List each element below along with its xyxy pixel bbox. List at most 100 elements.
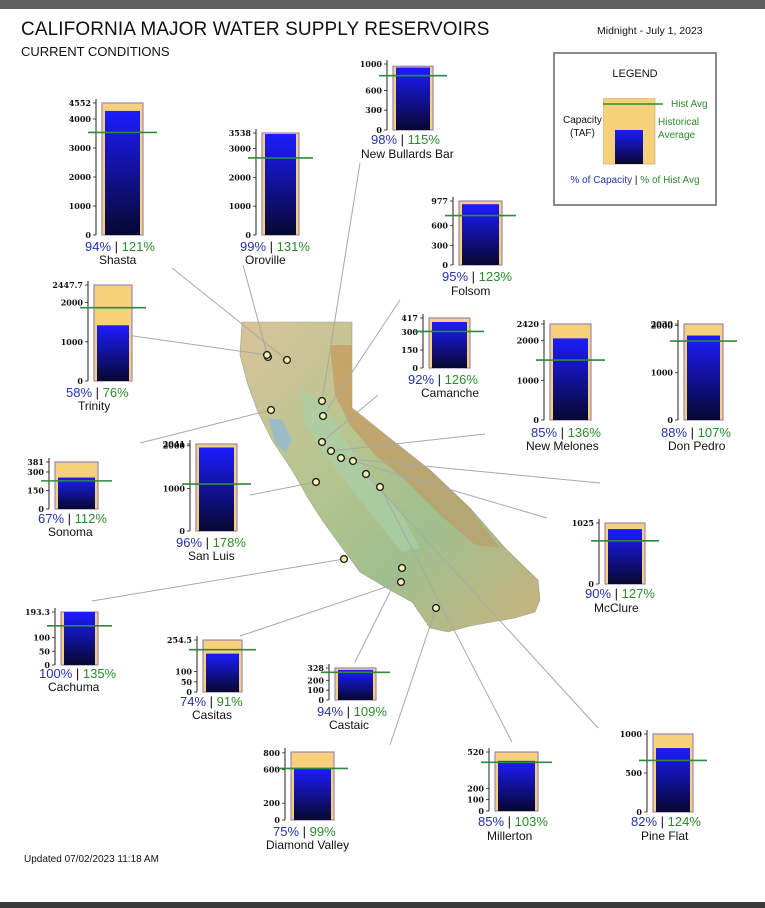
storage-bar-pine-flat xyxy=(656,748,690,812)
y-tick-label-millerton: 520 xyxy=(467,747,484,757)
sierra-region xyxy=(330,345,500,548)
percent-label-don-pedro: 88% | 107% xyxy=(661,425,731,440)
reservoir-name-folsom: Folsom xyxy=(451,284,490,298)
y-tick-label-cachuma: 100 xyxy=(33,633,50,643)
pct-hist-avg-sonoma: 112% xyxy=(75,511,108,526)
legend-historical-line2: Average xyxy=(658,130,696,141)
pct-capacity-casitas: 74% xyxy=(180,694,206,709)
leader-line-cachuma xyxy=(91,558,345,602)
leader-line-diamond-valley xyxy=(389,607,437,746)
pct-separator-camanche: | xyxy=(434,372,445,387)
y-tick-label-diamond-valley: 200 xyxy=(263,798,280,808)
reservoir-name-sonoma: Sonoma xyxy=(48,525,93,539)
percent-label-pine-flat: 82% | 124% xyxy=(631,814,701,829)
percent-label-diamond-valley: 75% | 99% xyxy=(273,824,336,839)
reservoir-chart-oroville: 3538 3000 2000 1000 099% | 131%Oroville xyxy=(229,128,313,267)
y-tick-label-casitas: 254.5 xyxy=(167,635,192,645)
y-tick-label-mcclure: 1025 xyxy=(572,518,594,528)
pct-capacity-new-melones: 85% xyxy=(531,425,557,440)
leader-line-mcclure xyxy=(352,460,548,519)
bay-water xyxy=(268,418,292,452)
legend-historical-line1: Historical xyxy=(658,117,700,128)
reservoir-name-mcclure: McClure xyxy=(594,601,639,615)
storage-bar-shasta xyxy=(105,110,140,235)
reservoir-chart-trinity: 2447.7 2000 1000 058% | 76%Trinity xyxy=(52,280,146,413)
location-dot-new-melones xyxy=(326,446,336,456)
y-tick-label-oroville: 1000 xyxy=(229,201,252,211)
pct-hist-avg-folsom: 123% xyxy=(479,269,513,284)
report-timestamp: Midnight - July 1, 2023 xyxy=(597,25,703,37)
reservoir-name-new-bullards-bar: New Bullards Bar xyxy=(361,147,454,161)
reservoir-name-diamond-valley: Diamond Valley xyxy=(266,838,349,852)
storage-bar-camanche xyxy=(432,321,467,368)
pct-capacity-san-luis: 96% xyxy=(176,535,202,550)
y-tick-label-san-luis: 0 xyxy=(179,526,185,536)
pct-separator-mcclure: | xyxy=(611,586,622,601)
reservoir-name-trinity: Trinity xyxy=(78,399,110,413)
leader-line-san-luis xyxy=(249,481,317,496)
reservoir-name-new-melones: New Melones xyxy=(526,439,599,453)
legend-capacity-line2: (TAF) xyxy=(570,128,595,139)
legend-sample-bar xyxy=(603,98,663,165)
percent-label-millerton: 85% | 103% xyxy=(478,814,548,829)
y-tick-label-millerton: 200 xyxy=(467,783,484,793)
y-tick-label-millerton: 100 xyxy=(467,795,484,805)
y-tick-label-sonoma: 0 xyxy=(38,504,44,514)
location-dot-mcclure xyxy=(348,456,358,466)
leader-line-camanche xyxy=(321,394,379,443)
legend-capacity-label: Capacity (TAF) xyxy=(563,114,602,140)
reservoir-name-oroville: Oroville xyxy=(245,253,286,267)
reservoir-name-pine-flat: Pine Flat xyxy=(641,829,689,843)
leader-line-millerton xyxy=(379,486,513,743)
central-valley xyxy=(300,390,420,552)
location-dot-camanche xyxy=(317,437,327,447)
legend-pct-capacity: % of Capacity xyxy=(570,175,633,186)
y-tick-label-casitas: 100 xyxy=(175,667,192,677)
y-tick-label-castaic: 0 xyxy=(318,695,324,705)
y-tick-label-castaic: 100 xyxy=(307,685,324,695)
y-tick-label-shasta: 1000 xyxy=(69,201,92,211)
y-tick-label-trinity: 1000 xyxy=(61,337,84,347)
leader-line-shasta xyxy=(171,267,288,361)
y-tick-label-new-melones: 0 xyxy=(533,415,539,425)
legend-percent-key: % of Capacity | % of Hist Avg xyxy=(555,175,715,186)
y-tick-label-don-pedro: 1000 xyxy=(651,368,674,378)
updated-timestamp: Updated 07/02/2023 11:18 AM xyxy=(24,854,159,865)
y-tick-label-cachuma: 193.3 xyxy=(25,607,50,617)
leader-line-trinity xyxy=(111,332,268,356)
pct-capacity-cachuma: 100% xyxy=(39,666,73,681)
y-tick-label-camanche: 0 xyxy=(412,363,418,373)
leader-line-new-bullards-bar xyxy=(321,162,361,402)
pct-hist-avg-camanche: 126% xyxy=(445,372,479,387)
percent-label-castaic: 94% | 109% xyxy=(317,704,387,719)
y-tick-label-cachuma: 0 xyxy=(44,660,50,670)
y-tick-label-new-bullards-bar: 0 xyxy=(376,125,382,135)
leader-line-sonoma xyxy=(139,409,272,444)
pct-hist-avg-don-pedro: 107% xyxy=(698,425,732,440)
y-tick-label-folsom: 0 xyxy=(442,260,448,270)
storage-bar-san-luis xyxy=(199,447,234,531)
pct-separator-pine-flat: | xyxy=(657,814,668,829)
y-tick-label-folsom: 300 xyxy=(431,240,448,250)
percent-label-trinity: 58% | 76% xyxy=(66,385,129,400)
percent-label-oroville: 99% | 131% xyxy=(240,239,310,254)
leader-line-don-pedro xyxy=(340,457,601,484)
storage-bar-diamond-valley xyxy=(294,768,331,820)
percent-label-new-melones: 85% | 136% xyxy=(531,425,601,440)
reservoir-name-cachuma: Cachuma xyxy=(48,680,100,694)
reservoir-chart-diamond-valley: 800 600 200 075% | 99%Diamond Valley xyxy=(263,748,349,852)
reservoir-name-shasta: Shasta xyxy=(99,253,137,267)
y-tick-label-pine-flat: 0 xyxy=(636,807,642,817)
y-tick-label-san-luis: 2000 xyxy=(163,441,186,451)
location-dot-casitas xyxy=(396,577,406,587)
y-tick-label-oroville: 2000 xyxy=(229,172,252,182)
y-tick-label-new-melones: 1000 xyxy=(517,375,540,385)
legend-historical-average-label: Historical Average xyxy=(658,116,699,142)
legend-hist-avg-label: Hist Avg xyxy=(671,99,708,110)
y-tick-label-oroville: 0 xyxy=(245,230,251,240)
y-tick-label-cachuma: 50 xyxy=(39,646,51,656)
